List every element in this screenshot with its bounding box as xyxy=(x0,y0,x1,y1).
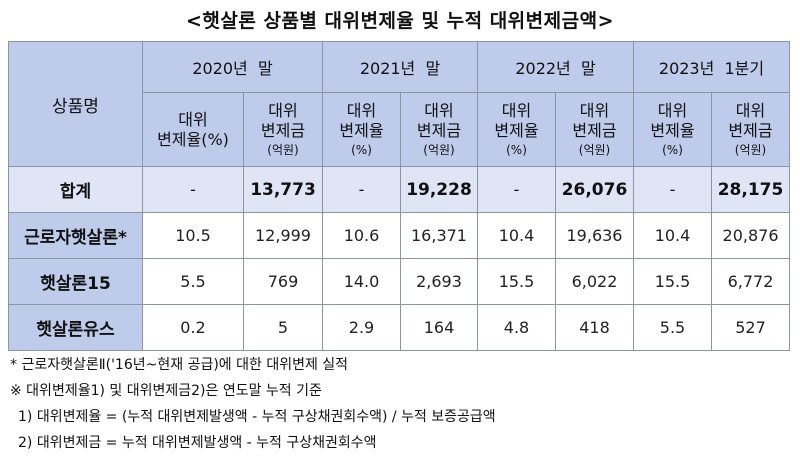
cell-rate-2023q1: 15.5 xyxy=(633,258,712,305)
row-label: 근로자햇살론* xyxy=(8,212,143,259)
period-header-2021: 2021년 말 xyxy=(322,41,478,93)
cell-rate-2022: - xyxy=(477,166,556,213)
cell-amount-2022: 26,076 xyxy=(555,166,634,213)
footnote-asterisk: * 근로자햇살론Ⅱ('16년~현재 공급)에 대한 대위변제 실적 xyxy=(10,357,349,373)
cell-rate-2022: 4.8 xyxy=(477,304,556,351)
cell-amount-2023q1: 20,876 xyxy=(710,212,791,259)
cell-amount-2022: 418 xyxy=(555,304,634,351)
cell-amount-2020: 769 xyxy=(243,258,323,305)
product-name-header: 상품명 xyxy=(8,41,143,167)
table-row-total: 합계 - 13,773 - 19,228 - 26,076 - 28,175 xyxy=(8,166,791,213)
row-label: 합계 xyxy=(8,166,143,213)
cell-amount-2021: 16,371 xyxy=(400,212,478,259)
rate-unit: (%) xyxy=(506,142,527,157)
rate-header-2020: 대위 변제율(%) xyxy=(142,92,244,167)
amount-header-line1: 대위 xyxy=(424,100,454,120)
period-header-2022: 2022년 말 xyxy=(477,41,634,93)
cell-amount-2020: 12,999 xyxy=(243,212,323,259)
cell-amount-2021: 19,228 xyxy=(400,166,478,213)
table-row: 햇살론15 5.5 769 14.0 2,693 15.5 6,022 15.5… xyxy=(8,258,791,305)
amount-header-line2: 변제금 xyxy=(260,120,306,140)
row-label: 햇살론15 xyxy=(8,258,143,305)
cell-rate-2021: 10.6 xyxy=(322,212,401,259)
row-label: 햇살론유스 xyxy=(8,304,143,351)
cell-amount-2022: 6,022 xyxy=(555,258,634,305)
rate-header-2023q1: 대위 변제율 (%) xyxy=(633,92,712,167)
amount-header-line2: 변제금 xyxy=(416,120,462,140)
cell-rate-2021: - xyxy=(322,166,401,213)
rate-header-line1: 대위 xyxy=(346,100,377,120)
period-header-2023q1: 2023년 1분기 xyxy=(632,41,791,93)
rate-header-line1: 대위 xyxy=(178,109,208,129)
cell-rate-2023q1: 10.4 xyxy=(633,212,712,259)
cell-rate-2022: 15.5 xyxy=(477,258,556,305)
amount-header-2020: 대위 변제금 (억원) xyxy=(243,92,323,167)
page-title: <햇살론 상품별 대위변제율 및 누적 대위변제금액> xyxy=(185,10,614,32)
cell-rate-2021: 2.9 xyxy=(322,304,401,351)
rate-header-line1: 대위 xyxy=(657,100,688,120)
amount-header-line1: 대위 xyxy=(735,100,766,120)
header-row-metrics: 대위 변제율(%) 대위 변제금 (억원) 대위 변제율 (%) 대위 변제금 … xyxy=(9,92,791,167)
amount-unit: (억원) xyxy=(734,142,767,157)
default-rate-table: 상품명 2020년 말 2021년 말 2022년 말 2023년 1분기 대위… xyxy=(8,41,791,351)
rate-header-line2: 변제율 xyxy=(650,120,695,140)
header-row-periods: 상품명 2020년 말 2021년 말 2022년 말 2023년 1분기 xyxy=(8,41,791,167)
amount-header-line1: 대위 xyxy=(579,100,610,120)
amount-header-line2: 변제금 xyxy=(572,120,617,140)
footnote-amount-formula: 2) 대위변제금 = 누적 대위변제발생액 - 누적 구상채권회수액 xyxy=(18,435,377,451)
rate-header-line1: 대위 xyxy=(501,100,532,120)
cell-rate-2020: 10.5 xyxy=(142,212,244,259)
footnote-basis: ※ 대위변제율1) 및 대위변제금2)은 연도말 누적 기준 xyxy=(10,383,322,399)
amount-header-2021: 대위 변제금 (억원) xyxy=(400,92,478,167)
amount-unit: (억원) xyxy=(267,142,299,157)
cell-amount-2021: 2,693 xyxy=(400,258,478,305)
cell-rate-2023q1: - xyxy=(633,166,712,213)
cell-amount-2020: 13,773 xyxy=(243,166,323,213)
cell-amount-2023q1: 527 xyxy=(710,304,791,351)
rate-header-line2: 변제율 xyxy=(494,120,539,140)
cell-rate-2022: 10.4 xyxy=(477,212,556,259)
amount-unit: (억원) xyxy=(578,142,611,157)
amount-header-2023q1: 대위 변제금 (억원) xyxy=(710,92,791,167)
table-row: 햇살론유스 0.2 5 2.9 164 4.8 418 5.5 527 xyxy=(8,304,791,351)
cell-amount-2023q1: 28,175 xyxy=(710,166,791,213)
footnote-rate-formula: 1) 대위변제율 = (누적 대위변제발생액 - 누적 구상채권회수액) / 누… xyxy=(18,409,496,425)
rate-header-2021: 대위 변제율 (%) xyxy=(322,92,401,167)
cell-amount-2022: 19,636 xyxy=(555,212,634,259)
cell-rate-2020: 5.5 xyxy=(142,258,244,305)
cell-rate-2020: 0.2 xyxy=(142,304,244,351)
cell-rate-2020: - xyxy=(142,166,244,213)
rate-header-2022: 대위 변제율 (%) xyxy=(477,92,556,167)
cell-rate-2021: 14.0 xyxy=(322,258,401,305)
table-row: 근로자햇살론* 10.5 12,999 10.6 16,371 10.4 19,… xyxy=(8,212,791,259)
footnotes: * 근로자햇살론Ⅱ('16년~현재 공급)에 대한 대위변제 실적 ※ 대위변제… xyxy=(10,352,496,456)
period-header-2020: 2020년 말 xyxy=(142,41,323,93)
amount-unit: (억원) xyxy=(423,142,455,157)
rate-unit: (%) xyxy=(351,142,372,157)
rate-header-line2: 변제율 xyxy=(339,120,384,140)
rate-header-line2: 변제율(%) xyxy=(157,129,229,149)
cell-amount-2023q1: 6,772 xyxy=(710,258,791,305)
cell-amount-2020: 5 xyxy=(243,304,323,351)
cell-amount-2021: 164 xyxy=(400,304,478,351)
rate-unit: (%) xyxy=(662,142,683,157)
amount-header-line2: 변제금 xyxy=(728,120,773,140)
cell-rate-2023q1: 5.5 xyxy=(633,304,712,351)
amount-header-line1: 대위 xyxy=(268,100,298,120)
amount-header-2022: 대위 변제금 (억원) xyxy=(555,92,634,167)
